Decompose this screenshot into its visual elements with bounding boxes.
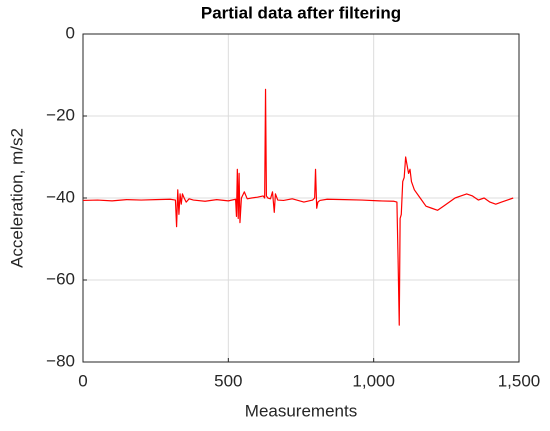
x-tick-label: 500 [214,371,242,390]
plot-frame [82,33,520,363]
x-axis-label: Measurements [245,401,357,420]
x-tick-label: 1,500 [498,371,541,390]
y-tick-label: 0 [66,23,75,42]
y-tick-label: −80 [46,351,75,370]
y-tick-label: −60 [46,269,75,288]
y-axis-label: Acceleration, m/s2 [7,128,26,268]
y-tick-label: −40 [46,187,75,206]
x-tick-label: 0 [78,371,87,390]
data-line [82,88,514,326]
x-tick-label: 1,000 [352,371,395,390]
y-tick-label: −20 [46,105,75,124]
chart-title: Partial data after filtering [201,3,401,22]
